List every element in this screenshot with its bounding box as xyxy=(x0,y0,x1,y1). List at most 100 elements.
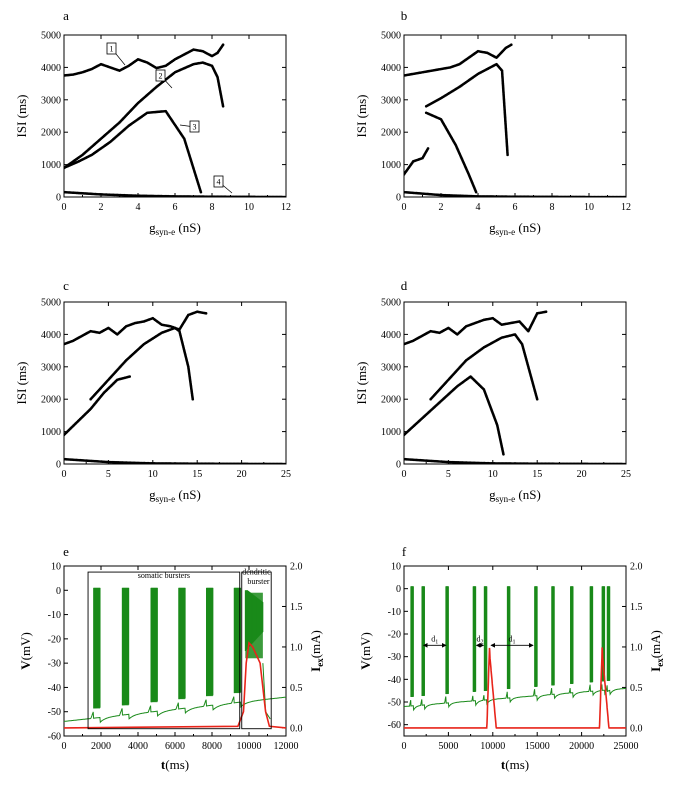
y2-tick-label: 1.0 xyxy=(290,642,303,653)
y-tick-label: 2000 xyxy=(381,128,401,139)
burst-body xyxy=(122,587,129,706)
data-points xyxy=(404,43,626,197)
burst-body xyxy=(150,587,158,703)
y-tick-label: 0 xyxy=(396,584,401,595)
burst xyxy=(178,587,186,700)
panel-c: c 0 5 10 15 20 25 0 1000 2000 3000 4000 5000 gsyn-e (… xyxy=(14,278,291,504)
x-axis-label: gsyn-e (nS) xyxy=(149,487,201,504)
x-tick-label: 0 xyxy=(402,469,407,480)
annotation-somatic: somatic bursters xyxy=(138,571,190,580)
annotation-burster: burster xyxy=(247,577,270,586)
y2-axis-label: Iex(mA) xyxy=(648,630,665,672)
y-tick-label: -20 xyxy=(48,634,61,645)
y-tick-label: -20 xyxy=(388,630,401,641)
y-tick-label: -50 xyxy=(388,698,401,709)
panel-f: f 0 5000 10000 15000 20000 25000 -60 -50 -40 -30 -2… xyxy=(358,544,665,772)
data-point xyxy=(128,375,132,378)
y-tick-label: 4000 xyxy=(41,63,61,74)
series-2 xyxy=(64,375,132,437)
data-point xyxy=(502,452,505,456)
interval-d1: d1 xyxy=(490,634,534,648)
voltage-baseline xyxy=(64,696,286,724)
x-tick-label: 5 xyxy=(446,469,451,480)
x-tick-label: 8 xyxy=(210,202,215,213)
interval-label: d1 xyxy=(509,634,516,645)
y-tick-label: 0 xyxy=(56,586,61,597)
data-point xyxy=(284,462,286,464)
burst-body xyxy=(93,587,101,709)
x-tick-label: 10 xyxy=(148,469,158,480)
y-tick-label: 4000 xyxy=(381,330,401,341)
y-tick-label: 2000 xyxy=(41,128,61,139)
x-tick-label: 20 xyxy=(577,469,587,480)
interval-label: d1 xyxy=(431,634,438,645)
data-point xyxy=(204,312,208,315)
series-3 xyxy=(404,147,430,176)
x-tick-label: 12 xyxy=(621,202,631,213)
y-tick-label: 0 xyxy=(56,193,61,204)
y-tick-label: -50 xyxy=(48,707,61,718)
y-axis-label: ISI (ms) xyxy=(14,362,29,405)
x-tick-label: 4000 xyxy=(128,741,148,752)
y-tick-label: 1000 xyxy=(381,160,401,171)
voltage-baseline xyxy=(404,684,626,712)
x-tick-label: 5 xyxy=(106,469,111,480)
panel-letter: d xyxy=(401,278,408,293)
y-tick-label: 10 xyxy=(51,562,61,573)
y-tick-label: -60 xyxy=(48,732,61,743)
y-tick-label: 5000 xyxy=(381,298,401,309)
dendritic-box xyxy=(241,571,272,730)
y-tick-label: 3000 xyxy=(381,362,401,373)
burst xyxy=(570,586,574,684)
data-point xyxy=(510,43,513,47)
series-2 xyxy=(404,375,505,456)
y-tick-label: 3000 xyxy=(381,95,401,106)
x-tick-label: 0 xyxy=(62,469,67,480)
burst xyxy=(150,587,158,703)
series-3 xyxy=(404,457,626,464)
x-tick-label: 25 xyxy=(621,469,631,480)
burst xyxy=(410,586,414,697)
panel-d: d 0 5 10 15 20 25 0 1000 2000 3000 4000 5000 gsyn-e (… xyxy=(354,278,631,504)
x-tick-label: 12 xyxy=(281,202,291,213)
current-trace xyxy=(404,647,626,729)
panel-letter: f xyxy=(402,544,407,559)
callout-label: 1 xyxy=(110,45,114,54)
x-axis-label: t(ms) xyxy=(501,757,529,772)
plot-frame xyxy=(403,301,627,465)
y-tick-label: -40 xyxy=(48,683,61,694)
series-0 xyxy=(64,43,225,77)
dendritic-burst xyxy=(244,590,271,720)
y2-tick-label: 0.5 xyxy=(290,683,303,694)
callout-box xyxy=(189,120,200,133)
x-tick-label: 10000 xyxy=(480,741,505,752)
series-2 xyxy=(64,109,203,194)
x-tick-label: 6 xyxy=(173,202,178,213)
burst xyxy=(472,586,477,692)
callout-box xyxy=(155,69,166,82)
burst-body xyxy=(234,587,241,694)
y2-tick-label: 0.0 xyxy=(630,723,643,734)
x-tick-label: 0 xyxy=(62,202,67,213)
x-tick-label: 8 xyxy=(550,202,555,213)
somatic-box xyxy=(87,571,241,730)
y-axis-label: ISI (ms) xyxy=(14,95,29,138)
x-tick-label: 25 xyxy=(281,469,291,480)
data-point xyxy=(624,462,626,464)
burst xyxy=(589,586,594,683)
x-tick-label: 15 xyxy=(192,469,202,480)
series-2 xyxy=(424,111,478,194)
plot-frame xyxy=(63,301,287,465)
series-3 xyxy=(64,190,286,197)
interval-label: d2 xyxy=(476,634,483,645)
burst xyxy=(483,586,488,691)
panel-letter: b xyxy=(401,8,408,23)
annotation-dendritic: dendritic xyxy=(242,568,271,577)
y-tick-label: 1000 xyxy=(381,427,401,438)
panel-e: e 0 2000 4000 6000 8000 10000 12000 -60 -50 -40 -30… xyxy=(18,544,325,772)
y-tick-label: 4000 xyxy=(41,330,61,341)
x-tick-label: 2000 xyxy=(91,741,111,752)
y-tick-label: 0 xyxy=(396,193,401,204)
burst-body xyxy=(421,586,425,697)
series-3 xyxy=(64,457,286,464)
